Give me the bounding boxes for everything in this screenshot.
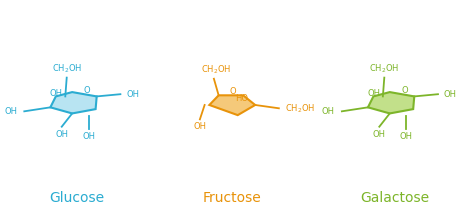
Text: OH: OH <box>367 90 380 98</box>
Text: OH: OH <box>400 132 413 141</box>
Text: CH$_2$OH: CH$_2$OH <box>201 63 231 76</box>
Text: OH: OH <box>373 130 386 139</box>
Text: CH$_2$OH: CH$_2$OH <box>52 63 82 75</box>
Text: O: O <box>83 86 90 95</box>
Polygon shape <box>210 95 255 115</box>
Text: OH: OH <box>444 90 456 99</box>
Text: CH$_2$OH: CH$_2$OH <box>369 63 400 75</box>
Text: Galactose: Galactose <box>360 191 429 205</box>
Polygon shape <box>368 92 414 113</box>
Text: Glucose: Glucose <box>50 191 105 205</box>
Text: O: O <box>401 86 408 95</box>
Text: OH: OH <box>126 90 139 99</box>
Text: HO: HO <box>235 94 248 103</box>
Text: OH: OH <box>55 130 68 139</box>
Text: Fructose: Fructose <box>203 191 262 205</box>
Text: O: O <box>230 87 237 96</box>
Text: OH: OH <box>82 132 95 141</box>
Polygon shape <box>50 92 97 113</box>
Text: CH$_2$OH: CH$_2$OH <box>284 103 315 115</box>
Text: OH: OH <box>193 122 206 131</box>
Text: OH: OH <box>49 90 63 98</box>
Text: OH: OH <box>322 107 335 116</box>
Text: OH: OH <box>4 107 17 116</box>
